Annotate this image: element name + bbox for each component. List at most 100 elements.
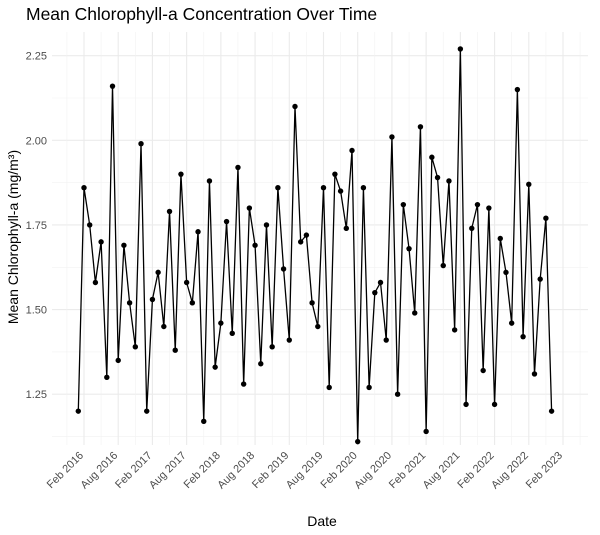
data-point [144,408,150,414]
data-point [389,134,395,140]
grid [52,32,588,445]
data-point [303,232,310,238]
data-point [138,141,144,147]
data-point [332,171,338,177]
x-tick-label: Aug 2016 [79,450,121,492]
x-tick-label: Aug 2021 [421,450,463,492]
data-point [531,371,538,377]
data-point [457,46,464,52]
chart-title: Mean Chlorophyll-a Concentration Over Ti… [26,4,378,24]
data-point [503,269,509,276]
data-point [514,86,521,93]
data-point [172,347,178,353]
data-point [189,300,196,306]
data-point [229,330,235,336]
data-point [149,296,156,303]
x-tick-label: Aug 2020 [352,450,394,492]
x-tick-label: Aug 2017 [147,450,189,492]
data-point [252,242,258,248]
data-point [320,185,327,191]
data-point [109,83,116,89]
data-point [377,279,384,286]
data-point [497,235,503,242]
data-point [337,188,344,194]
data-point [372,289,378,296]
data-point [178,171,184,177]
data-point [269,344,275,350]
data-point [201,418,207,425]
y-tick-label: 2.00 [26,135,47,147]
data-point [474,201,481,208]
data-point [98,239,104,245]
data-point [543,215,549,221]
data-point [349,147,355,154]
data-point [383,337,389,343]
data-point [315,323,321,330]
data-point [275,185,281,191]
y-tick-label: 2.25 [26,51,47,63]
y-tick-label: 1.75 [26,220,47,232]
data-point [92,279,99,286]
data-point [508,320,515,326]
data-point [412,310,418,316]
data-point [235,164,241,171]
data-point [434,174,441,181]
data-point [115,357,121,364]
data-point [166,208,173,215]
data-point [292,103,298,110]
data-point [155,269,161,276]
data-point [486,205,492,211]
data-point [537,276,543,282]
y-tick-label: 1.50 [26,305,47,317]
data-point [394,391,401,397]
data-point [240,381,247,387]
x-tick-label: Aug 2018 [215,450,257,492]
data-point [491,401,498,408]
data-point [548,408,555,414]
data-point [423,428,429,435]
data-point [263,222,270,228]
data-point [360,185,367,191]
data-point [366,384,372,391]
data-point [463,401,469,408]
data-point [104,374,110,380]
data-point [212,364,218,370]
data-point [480,367,486,374]
data-point [218,320,224,326]
x-tick-label: Aug 2022 [489,450,531,492]
data-point [183,279,190,286]
y-axis-title: Mean Chlorophyll-a (mg/m³) [5,150,21,324]
data-point [406,245,412,252]
data-point [246,205,253,211]
y-axis-ticks: 1.25 1.50 1.75 2.00 2.25 [26,51,47,402]
data-point [309,300,315,306]
data-point [429,154,435,160]
data-point [161,323,167,330]
data-point [520,333,526,340]
data-point [417,124,424,130]
data-point [126,300,133,306]
data-point [206,178,213,184]
data-point [81,185,87,191]
data-point [121,242,127,248]
data-point [87,222,93,228]
data-point [286,337,292,343]
x-axis-title: Date [307,513,337,529]
data-point [132,344,139,350]
data-series [75,46,555,445]
x-tick-label: Feb 2023 [524,450,565,491]
y-tick-label: 1.25 [26,389,47,401]
data-point [469,225,475,232]
data-point [526,181,532,188]
data-point [451,327,458,333]
x-tick-label: Aug 2019 [284,450,326,492]
data-point [440,262,446,269]
series-line [77,48,553,443]
data-point [446,178,452,184]
data-point [297,239,304,245]
data-point [326,384,332,391]
data-point [75,408,81,414]
data-point [258,361,264,367]
